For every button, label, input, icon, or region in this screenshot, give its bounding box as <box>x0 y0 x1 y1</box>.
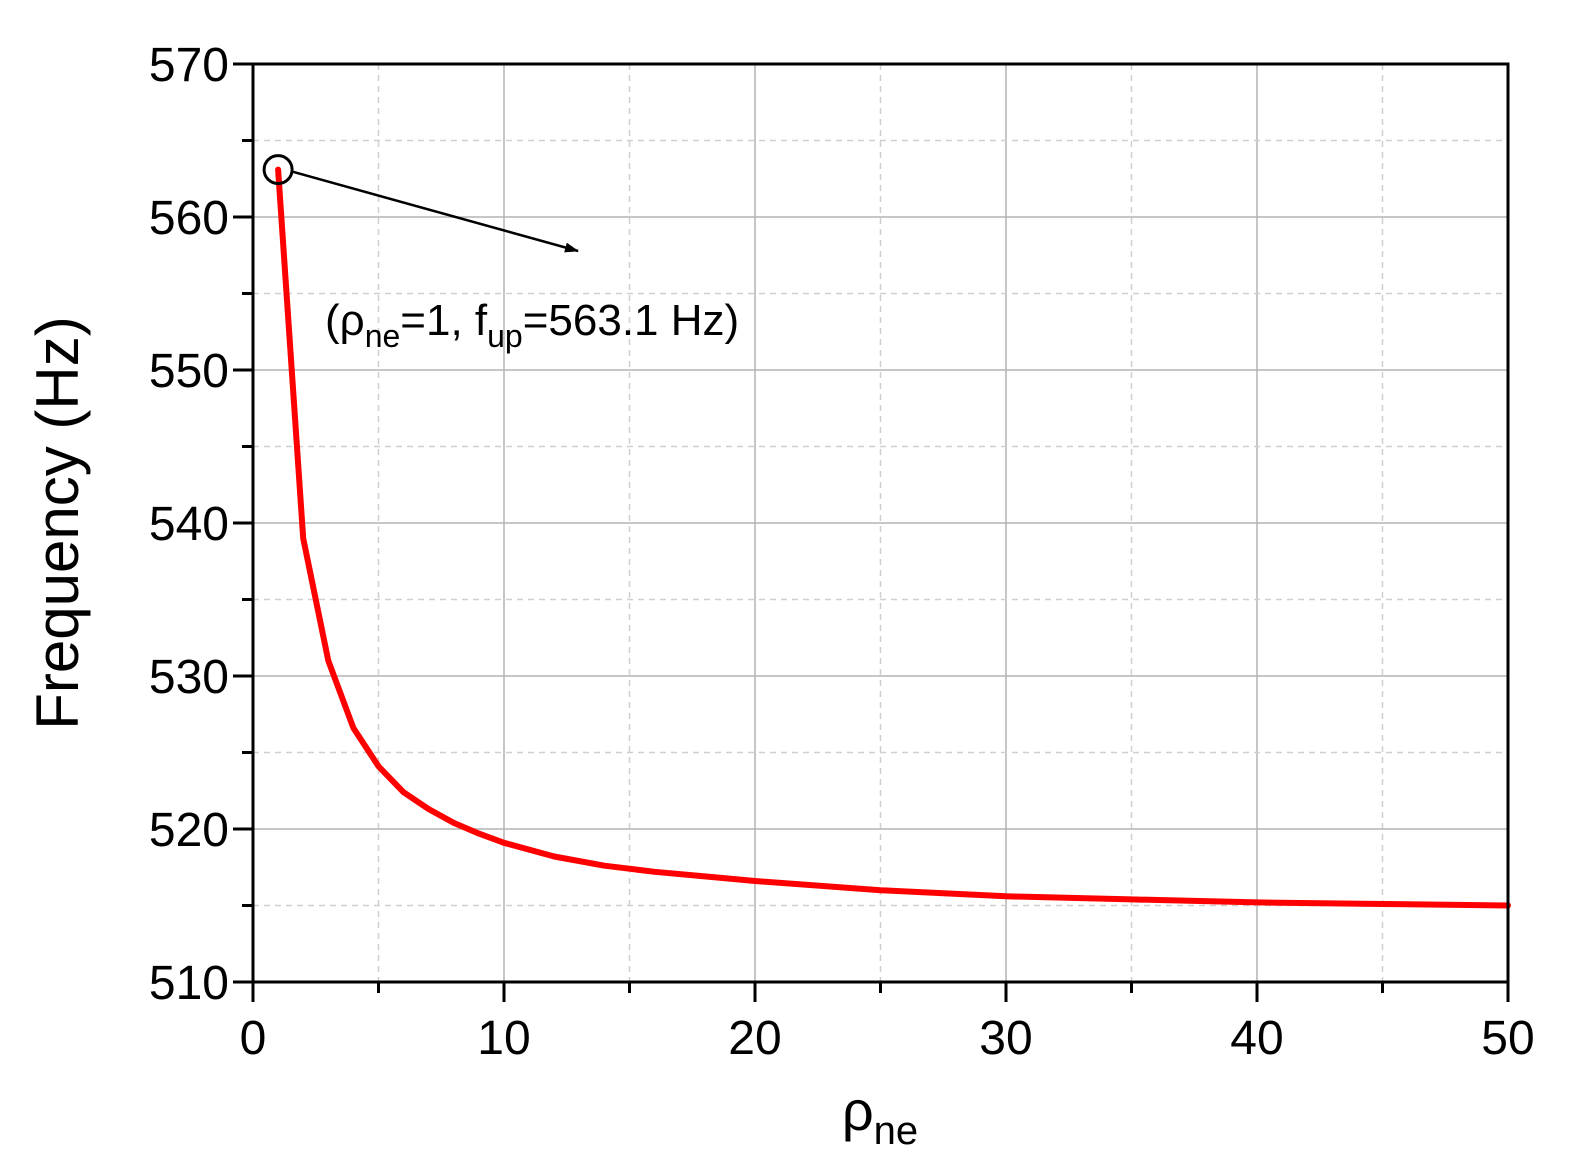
grid <box>253 64 1508 982</box>
series-line <box>275 166 1511 909</box>
y-tick-label: 550 <box>149 345 229 398</box>
tick-labels: 0 10 20 30 40 50 510 520 530 540 550 560 570 <box>149 39 1535 1065</box>
annotation-text: (ρne=1, fup=563.1 Hz) <box>325 296 739 354</box>
series-layer <box>275 166 1511 909</box>
x-tick-label: 30 <box>979 1012 1032 1065</box>
y-tick-label: 540 <box>149 498 229 551</box>
x-tick-label: 0 <box>240 1012 267 1065</box>
x-tick-label: 10 <box>477 1012 530 1065</box>
y-tick-label: 570 <box>149 39 229 92</box>
x-tick-label: 40 <box>1230 1012 1283 1065</box>
axis-titles: ρne Frequency (Hz) <box>24 316 918 1153</box>
y-axis-title: Frequency (Hz) <box>24 316 91 729</box>
y-tick-label: 520 <box>149 804 229 857</box>
x-tick-label: 50 <box>1481 1012 1534 1065</box>
axis-ticks <box>233 62 1510 1002</box>
y-tick-label: 510 <box>149 957 229 1010</box>
annotation-marker <box>262 154 294 186</box>
y-tick-label: 530 <box>149 651 229 704</box>
x-tick-label: 20 <box>728 1012 781 1065</box>
annotation-arrow <box>291 170 579 253</box>
x-axis-title: ρne <box>842 1079 918 1153</box>
annotation: (ρne=1, fup=563.1 Hz) <box>262 154 739 354</box>
y-tick-label: 560 <box>149 192 229 245</box>
